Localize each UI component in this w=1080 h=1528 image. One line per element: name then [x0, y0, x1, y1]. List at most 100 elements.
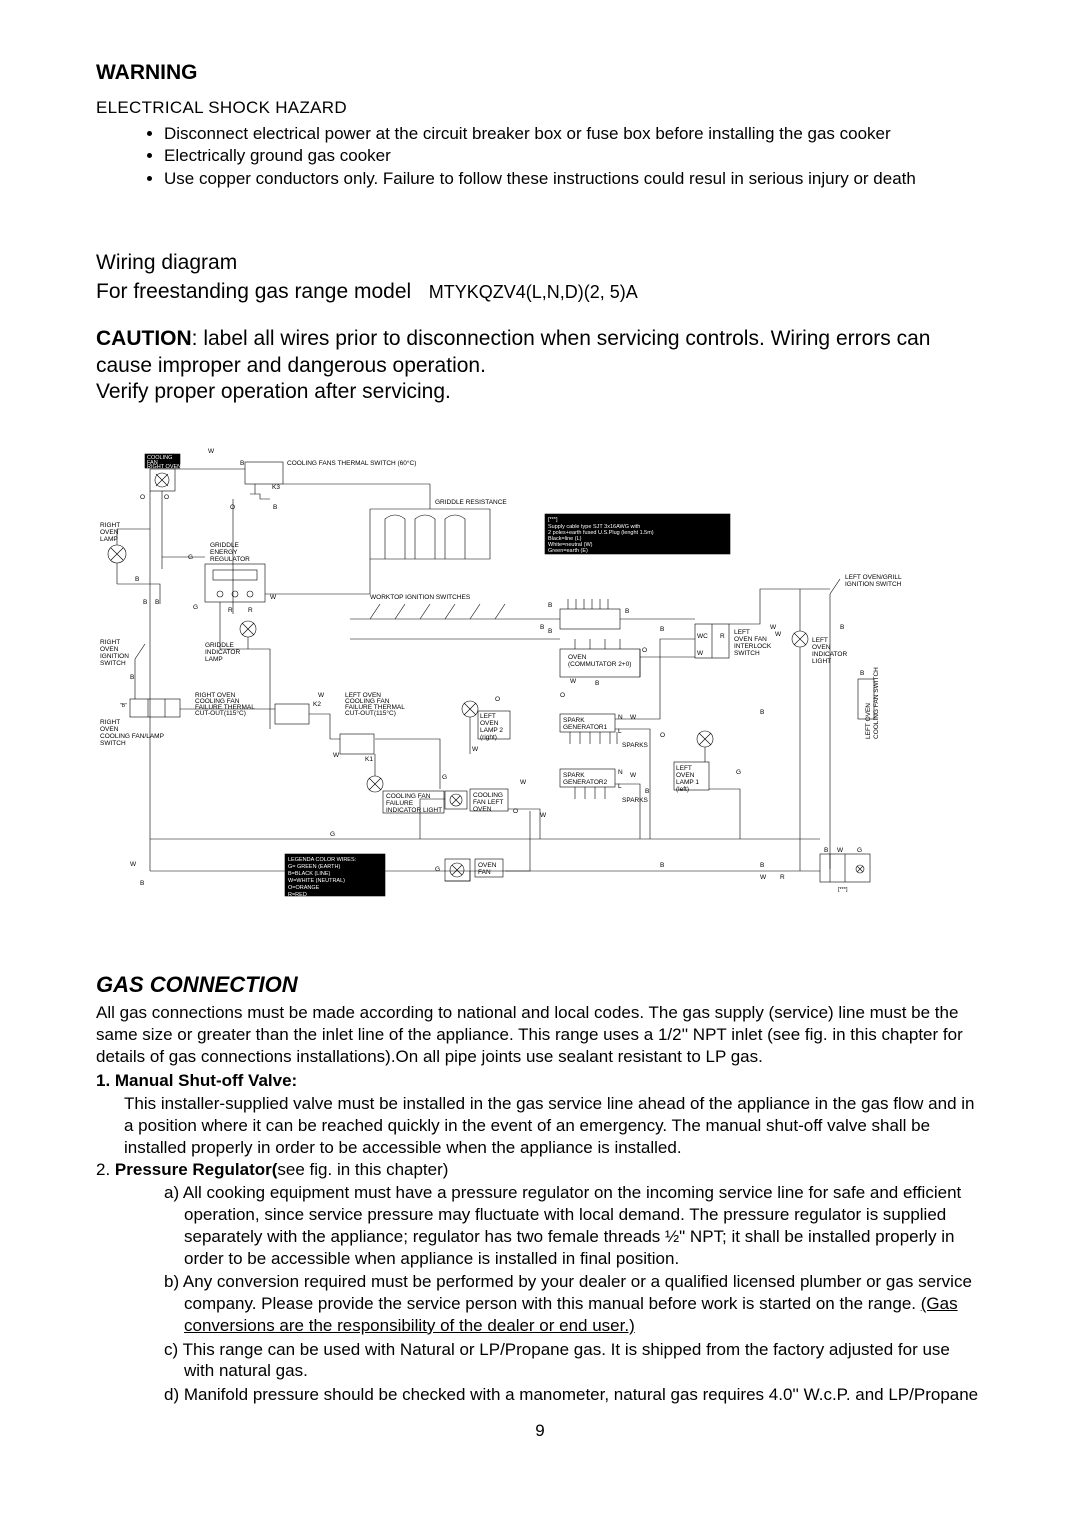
label: SPARK — [563, 717, 585, 724]
wire-g: G — [736, 769, 741, 776]
label: GENERATOR1 — [563, 724, 608, 731]
label: OVEN — [568, 654, 587, 661]
wire-w: W — [333, 752, 340, 759]
label: IGNITION — [100, 653, 129, 660]
label: LAMP 1 — [676, 779, 699, 786]
label: LEGENDA COLOR WIRES: — [288, 857, 357, 863]
label: RIGHT — [100, 639, 120, 646]
bullet-item: Use copper conductors only. Failure to f… — [164, 168, 984, 190]
label: LAMP — [100, 536, 118, 543]
wire-w: W — [472, 746, 479, 753]
label: LEFT OVEN — [865, 702, 872, 738]
wire-r: R — [228, 607, 233, 614]
bullet-item: Disconnect electrical power at the circu… — [164, 123, 984, 145]
wire-b: B — [824, 847, 828, 854]
wire-b: B — [760, 862, 764, 869]
wire-o: O — [560, 692, 565, 699]
label: [***] — [838, 887, 848, 893]
label: OVEN — [480, 720, 499, 727]
wire-w: W — [770, 624, 777, 631]
label: LEFT — [676, 765, 692, 772]
item-2: 2. Pressure Regulator(see fig. in this c… — [96, 1159, 984, 1181]
label: LEFT — [480, 713, 496, 720]
label: OVEN — [100, 529, 119, 536]
wire-b: B — [645, 788, 649, 795]
wiring-model: MTYKQZV4(L,N,D)(2, 5)A — [429, 282, 638, 302]
wire-r: R — [248, 607, 253, 614]
item-2b-prefix: b) Any conversion required must be perfo… — [164, 1272, 972, 1313]
wire-w: W — [318, 692, 325, 699]
label: OVEN — [676, 772, 695, 779]
item-2-prefix: 2. — [96, 1160, 115, 1179]
wire-b: B — [840, 624, 844, 631]
label: FAN LEFT — [473, 799, 503, 806]
label: OVEN — [812, 644, 831, 651]
label: K1 — [365, 756, 373, 763]
label: (right) — [480, 734, 497, 741]
label: OVEN — [100, 726, 119, 733]
wiring-subtitle-prefix: For freestanding gas range model — [96, 280, 411, 303]
label: GRIDDLE RESISTANCE — [435, 499, 507, 506]
label: RIGHT — [100, 719, 120, 726]
item-2b: b) Any conversion required must be perfo… — [164, 1271, 984, 1336]
label: FAN — [478, 869, 491, 876]
label: COOLING — [473, 792, 503, 799]
wire-w: W — [760, 874, 767, 881]
label: OVEN FAN — [734, 636, 767, 643]
item-1-body: This installer-supplied valve must be in… — [124, 1093, 984, 1158]
label: IGNITION SWITCH — [845, 581, 902, 588]
wire-g: G — [193, 604, 198, 611]
wire-w: W — [775, 631, 782, 638]
label: B=BLACK (LINE) — [288, 871, 331, 877]
wire-n: N — [618, 769, 623, 776]
gas-intro: All gas connections must be made accordi… — [96, 1002, 984, 1067]
wire-b: B — [540, 624, 544, 631]
wire-g: G — [442, 774, 447, 781]
label: LEFT OVEN/GRILL — [845, 574, 902, 581]
wire-w: W — [130, 861, 137, 868]
caution-label: CAUTION — [96, 327, 192, 350]
item-2d: d) Manifold pressure should be checked w… — [164, 1384, 984, 1406]
wire-o: O — [164, 494, 169, 501]
label: LEFT — [734, 629, 750, 636]
wire-g: G — [330, 831, 335, 838]
label: SWITCH — [734, 650, 760, 657]
wire-w: W — [630, 714, 637, 721]
label: FAILURE — [386, 800, 414, 807]
label: OVEN — [100, 646, 119, 653]
wire-r: R — [780, 874, 785, 881]
wire-w: W — [697, 650, 704, 657]
wire-w: W — [540, 812, 547, 819]
label: (COMMUTATOR 2+0) — [568, 661, 631, 668]
label: G= GREEN (EARTH) — [288, 864, 340, 870]
label: OVEN — [478, 862, 497, 869]
label: SWITCH — [100, 740, 126, 747]
caution-block: CAUTION: label all wires prior to discon… — [96, 326, 984, 407]
label: COOLING FANS THERMAL SWITCH (60°C) — [287, 459, 416, 467]
wire-b: B — [625, 608, 629, 615]
label: O=ORANGE — [288, 885, 320, 891]
label: K3 — [272, 484, 280, 491]
label: CUT-OUT(115°C) — [345, 709, 396, 717]
wire-b: B — [240, 460, 244, 467]
wire-wc: WC — [697, 633, 708, 640]
label: LEFT — [812, 637, 828, 644]
wire-b: B — [130, 674, 134, 681]
item-2a: a) All cooking equipment must have a pre… — [164, 1182, 984, 1269]
label: COOLING FAN/LAMP — [100, 733, 164, 740]
wire-b: B — [548, 628, 552, 635]
label: INTERLOCK — [734, 643, 772, 650]
wire-o: O — [660, 732, 665, 739]
item-2-suffix: see fig. in this chapter) — [277, 1160, 448, 1179]
label: RIGHT — [100, 522, 120, 529]
label: LAMP 2 — [480, 727, 503, 734]
label: OVEN — [473, 806, 492, 813]
wire-b: B — [660, 862, 664, 869]
label: LIGHT — [812, 658, 831, 665]
wire-w: W — [630, 772, 637, 779]
label: GRIDDLE — [210, 542, 240, 549]
wire-b: B — [595, 680, 599, 687]
wire-o: O — [230, 504, 235, 511]
wire-b: "B" — [120, 703, 127, 709]
warning-bullets: Disconnect electrical power at the circu… — [164, 123, 984, 190]
